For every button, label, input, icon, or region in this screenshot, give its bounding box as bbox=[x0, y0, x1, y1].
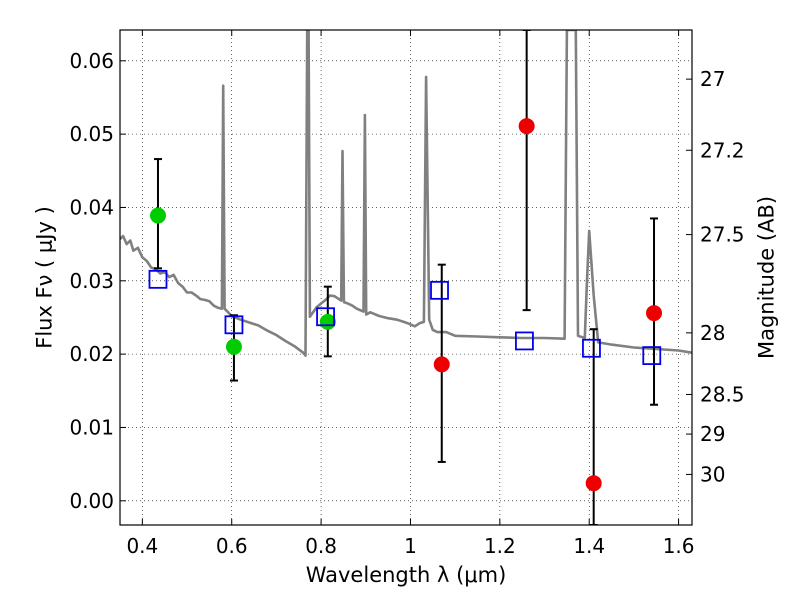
spectrum-line bbox=[120, 30, 692, 357]
y2-tick-label: 27.5 bbox=[700, 223, 745, 247]
x-tick-label: 0.8 bbox=[305, 534, 337, 558]
axis-ticks: 0.4 0.6 0.8 1 1.2 1.4 1.6 0.00 0.01 0.02 0.03 0.04 0… bbox=[69, 30, 745, 558]
blue-square-point bbox=[316, 307, 335, 327]
x-tick-label: 1.6 bbox=[663, 534, 695, 558]
green-point bbox=[149, 207, 166, 224]
y2-tick-label: 29 bbox=[700, 422, 725, 446]
y2-tick-label: 27.2 bbox=[700, 138, 745, 162]
y-tick-label: 0.06 bbox=[69, 49, 114, 73]
y-tick-label: 0.02 bbox=[69, 342, 114, 366]
green-point bbox=[225, 338, 242, 355]
y2-tick-label: 28.5 bbox=[700, 382, 745, 406]
blue-square-point bbox=[224, 315, 244, 335]
x-tick-label: 0.6 bbox=[216, 534, 248, 558]
red-point bbox=[433, 356, 450, 373]
y2-tick-label: 27 bbox=[700, 67, 725, 91]
blue-square-point bbox=[642, 346, 662, 366]
blue-square-point bbox=[430, 280, 449, 300]
y-tick-label: 0.03 bbox=[69, 269, 114, 293]
plot-frame bbox=[119, 29, 693, 526]
data-markers bbox=[148, 118, 663, 492]
x-axis-title: Wavelength λ (μm) bbox=[306, 563, 507, 587]
red-point bbox=[646, 305, 663, 322]
error-bars bbox=[153, 30, 659, 525]
blue-square-point bbox=[515, 331, 534, 351]
y-tick-label: 0.04 bbox=[69, 195, 114, 219]
y-tick-label: 0.01 bbox=[69, 415, 114, 439]
model-spectrum bbox=[120, 30, 692, 357]
y-tick-label: 0.00 bbox=[69, 489, 114, 513]
x-tick-label: 1.2 bbox=[484, 534, 516, 558]
y2-axis-title: Magnitude (AB) bbox=[754, 196, 778, 359]
red-point bbox=[518, 118, 535, 135]
x-tick-label: 0.4 bbox=[126, 534, 158, 558]
green-point bbox=[319, 313, 336, 330]
blue-square-point bbox=[148, 269, 168, 289]
y-axis-title: Flux Fν ( μJy ) bbox=[32, 206, 56, 349]
grid-lines bbox=[120, 30, 692, 525]
x-tick-label: 1 bbox=[404, 534, 417, 558]
x-tick-label: 1.4 bbox=[573, 534, 605, 558]
y2-tick-label: 30 bbox=[700, 462, 725, 486]
blue-square-point bbox=[582, 338, 601, 358]
red-point bbox=[585, 475, 602, 492]
y-tick-label: 0.05 bbox=[69, 122, 114, 146]
y2-tick-label: 28 bbox=[700, 321, 725, 345]
